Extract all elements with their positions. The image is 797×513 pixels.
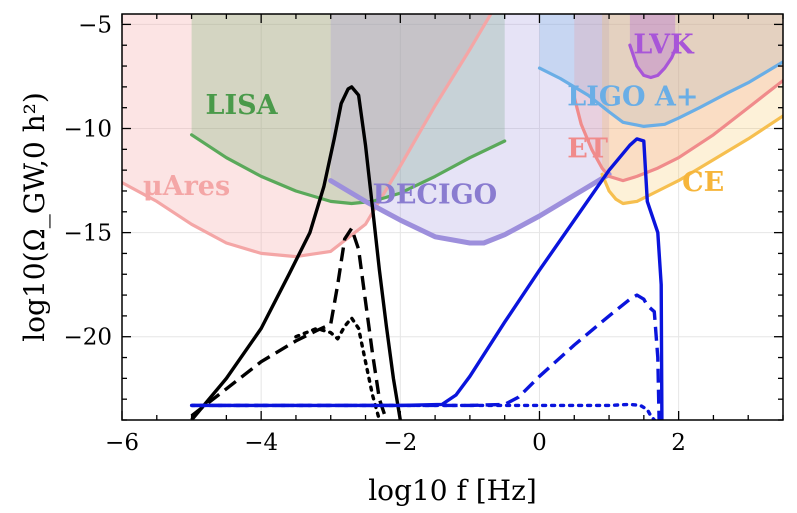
detector-labels: LISA μAres DECIGO LIGO A+ ET CE LVK <box>143 30 724 211</box>
spectrum-black-dashed <box>190 226 389 420</box>
curve-muares <box>122 14 493 259</box>
curve-lisa <box>190 133 507 206</box>
spectrum-black-solid <box>190 85 402 420</box>
y-tick-label: −20 <box>63 325 112 351</box>
axis-labels: log10 f [Hz] log10(Ω_GW,0 h²) <box>18 92 537 507</box>
region-muares <box>122 14 783 257</box>
spectrum-blue-dashed <box>191 293 661 420</box>
region-et <box>574 14 783 181</box>
label-ce: CE <box>682 167 724 198</box>
sensitivity-regions <box>122 14 783 257</box>
axis-ticks: −6 −4 −2 0 2−5−10−15−20 <box>63 12 784 456</box>
y-tick-label: −10 <box>63 117 112 143</box>
curve-et <box>572 79 783 183</box>
x-axis-label: log10 f [Hz] <box>368 474 537 507</box>
plot-frame <box>121 13 784 421</box>
spectrum-blue-dotted <box>189 402 656 420</box>
curve-ligo-aplus <box>537 60 783 128</box>
region-ce <box>602 14 783 204</box>
x-tick-label: 2 <box>671 430 686 456</box>
y-axis-label: log10(Ω_GW,0 h²) <box>18 92 51 342</box>
label-muares: μAres <box>143 171 230 202</box>
label-lisa: LISA <box>205 90 278 121</box>
spectrum-blue-solid <box>191 137 664 420</box>
label-et: ET <box>567 134 608 165</box>
label-lvk: LVK <box>633 30 695 61</box>
curve-lvk <box>628 43 677 80</box>
y-tick-label: −5 <box>78 12 112 38</box>
curve-decigo <box>328 171 612 246</box>
x-tick-label: −6 <box>105 430 139 456</box>
x-tick-label: 0 <box>532 430 547 456</box>
label-ligo-aplus: LIGO A+ <box>567 82 698 113</box>
y-tick-label: −15 <box>63 221 112 247</box>
signal-spectra <box>189 85 664 420</box>
spectrum-black-dotted <box>294 316 382 420</box>
region-lvk <box>629 14 676 78</box>
label-decigo: DECIGO <box>372 179 497 210</box>
x-tick-label: −4 <box>244 430 278 456</box>
region-decigo <box>330 14 610 243</box>
grid <box>121 14 783 420</box>
x-tick-label: −2 <box>383 430 417 456</box>
region-lisa <box>191 14 505 204</box>
